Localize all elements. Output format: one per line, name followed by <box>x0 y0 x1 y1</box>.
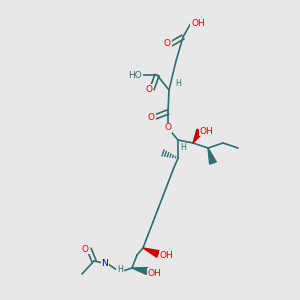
Text: O: O <box>145 85 152 94</box>
Polygon shape <box>208 148 216 164</box>
Text: H: H <box>175 80 181 88</box>
Text: O: O <box>148 112 155 122</box>
Text: OH: OH <box>191 19 205 28</box>
Text: HO: HO <box>128 70 142 80</box>
Polygon shape <box>193 129 203 143</box>
Polygon shape <box>132 268 148 274</box>
Text: OH: OH <box>160 251 174 260</box>
Text: N: N <box>101 260 108 268</box>
Polygon shape <box>143 248 159 257</box>
Text: O: O <box>164 124 172 133</box>
Text: O: O <box>82 244 89 253</box>
Text: O: O <box>164 40 171 49</box>
Text: OH: OH <box>200 127 214 136</box>
Text: H: H <box>117 265 123 274</box>
Text: OH: OH <box>148 268 162 278</box>
Text: H: H <box>180 143 186 152</box>
